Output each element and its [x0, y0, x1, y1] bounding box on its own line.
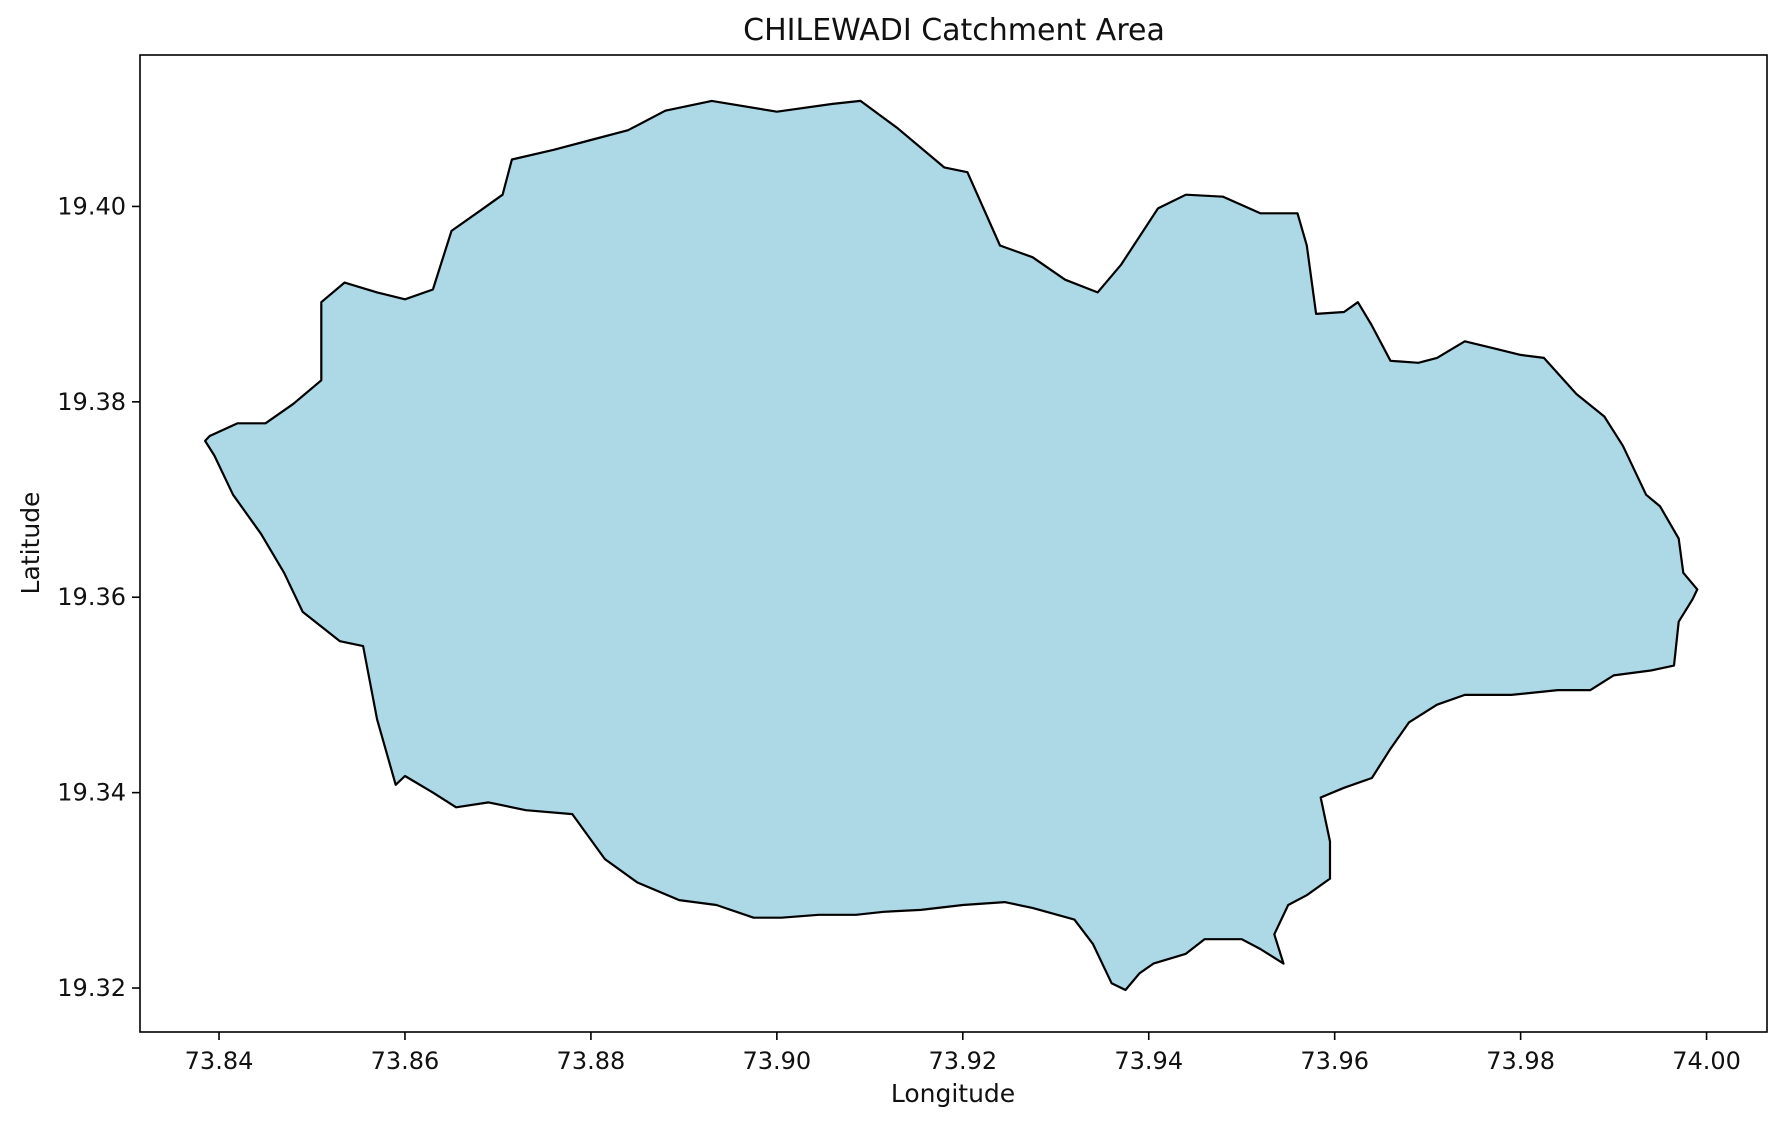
- axes-frame: [139, 54, 1768, 1033]
- x-tick-label: 73.90: [742, 1047, 811, 1075]
- catchment-layer: [204, 99, 1699, 992]
- y-tick-label: 19.40: [57, 192, 126, 220]
- x-tick-label: 73.98: [1486, 1047, 1555, 1075]
- x-tick-label: 73.88: [557, 1047, 626, 1075]
- catchment-polygon: [204, 99, 1699, 992]
- y-tick-label: 19.34: [57, 779, 126, 807]
- x-tick-label: 74.00: [1672, 1047, 1741, 1075]
- x-tick-label: 73.92: [928, 1047, 997, 1075]
- x-tick-label: 73.86: [371, 1047, 440, 1075]
- x-tick-label: 73.84: [185, 1047, 254, 1075]
- map-title: CHILEWADI Catchment Area: [743, 13, 1165, 48]
- x-axis-label: Longitude: [891, 1079, 1015, 1108]
- y-axis-label: Latitude: [16, 492, 45, 595]
- x-axis-ticks: 73.84 73.86 73.88 73.90 73.92 73.94 73.96 73.98…: [185, 1032, 1741, 1075]
- y-tick-label: 19.38: [57, 388, 126, 416]
- y-tick-label: 19.36: [57, 583, 126, 611]
- x-tick-label: 73.96: [1300, 1047, 1369, 1075]
- y-tick-label: 19.32: [57, 974, 126, 1002]
- y-axis-ticks: 19.32 19.34 19.36 19.38 19.40: [57, 192, 140, 1002]
- x-tick-label: 73.94: [1114, 1047, 1183, 1075]
